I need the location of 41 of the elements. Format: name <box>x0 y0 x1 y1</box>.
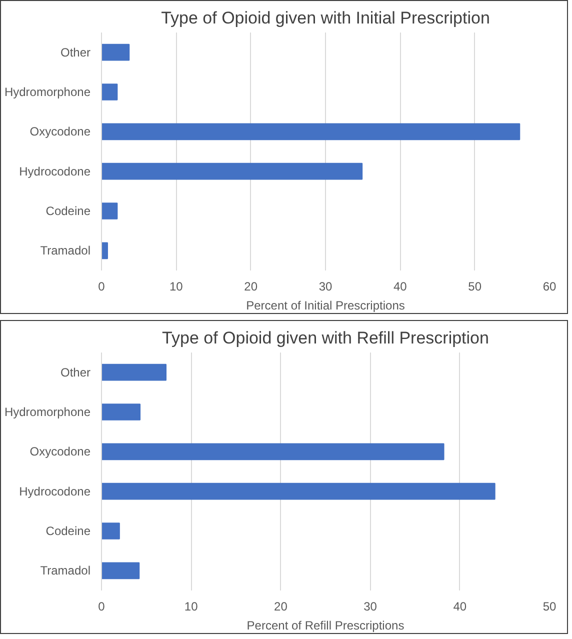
x-axis-title: Percent of Initial Prescriptions <box>246 298 405 312</box>
bar <box>102 84 118 100</box>
x-tick-label: 10 <box>169 280 184 294</box>
bar <box>102 44 130 61</box>
y-tick-label: Oxycodone <box>30 444 91 459</box>
y-tick-label: Other <box>60 365 91 380</box>
x-tick-label: 20 <box>244 280 258 294</box>
y-tick-label: Hydromorphone <box>4 85 91 99</box>
y-tick-label: Hydromorphone <box>4 405 91 419</box>
bar <box>102 202 118 220</box>
y-tick-label: Oxycodone <box>30 124 91 139</box>
y-tick-label: Other <box>60 45 91 60</box>
x-tick-label: 60 <box>542 280 556 294</box>
bar <box>102 443 444 460</box>
x-tick-label: 0 <box>98 600 106 614</box>
y-tick-label: Hydrocodone <box>19 484 91 498</box>
x-tick-label: 40 <box>393 280 408 294</box>
chart-title: Type of Opioid given with Initial Prescription <box>161 8 490 28</box>
bar <box>102 404 141 420</box>
bar <box>102 123 520 140</box>
y-tick-label: Tramadol <box>40 244 91 258</box>
x-tick-label: 50 <box>468 280 482 294</box>
bar <box>102 482 496 500</box>
x-tick-label: 20 <box>274 600 288 614</box>
x-tick-label: 30 <box>364 600 378 614</box>
bar <box>102 162 363 180</box>
x-tick-label: 50 <box>542 600 556 614</box>
y-tick-label: Hydrocodone <box>19 164 91 178</box>
x-axis-title: Percent of Refill Prescriptions <box>246 618 404 632</box>
bar <box>102 364 167 381</box>
bar <box>102 562 140 580</box>
x-tick-label: 10 <box>184 600 198 614</box>
bar <box>102 242 108 260</box>
y-tick-label: Codeine <box>46 204 91 218</box>
chart-title: Type of Opioid given with Refill Prescription <box>162 328 489 348</box>
y-tick-label: Tramadol <box>40 564 91 578</box>
x-tick-label: 40 <box>453 600 467 614</box>
x-tick-label: 0 <box>98 280 106 294</box>
bar <box>102 522 120 540</box>
y-tick-label: Codeine <box>46 524 91 538</box>
x-tick-label: 30 <box>318 280 332 294</box>
